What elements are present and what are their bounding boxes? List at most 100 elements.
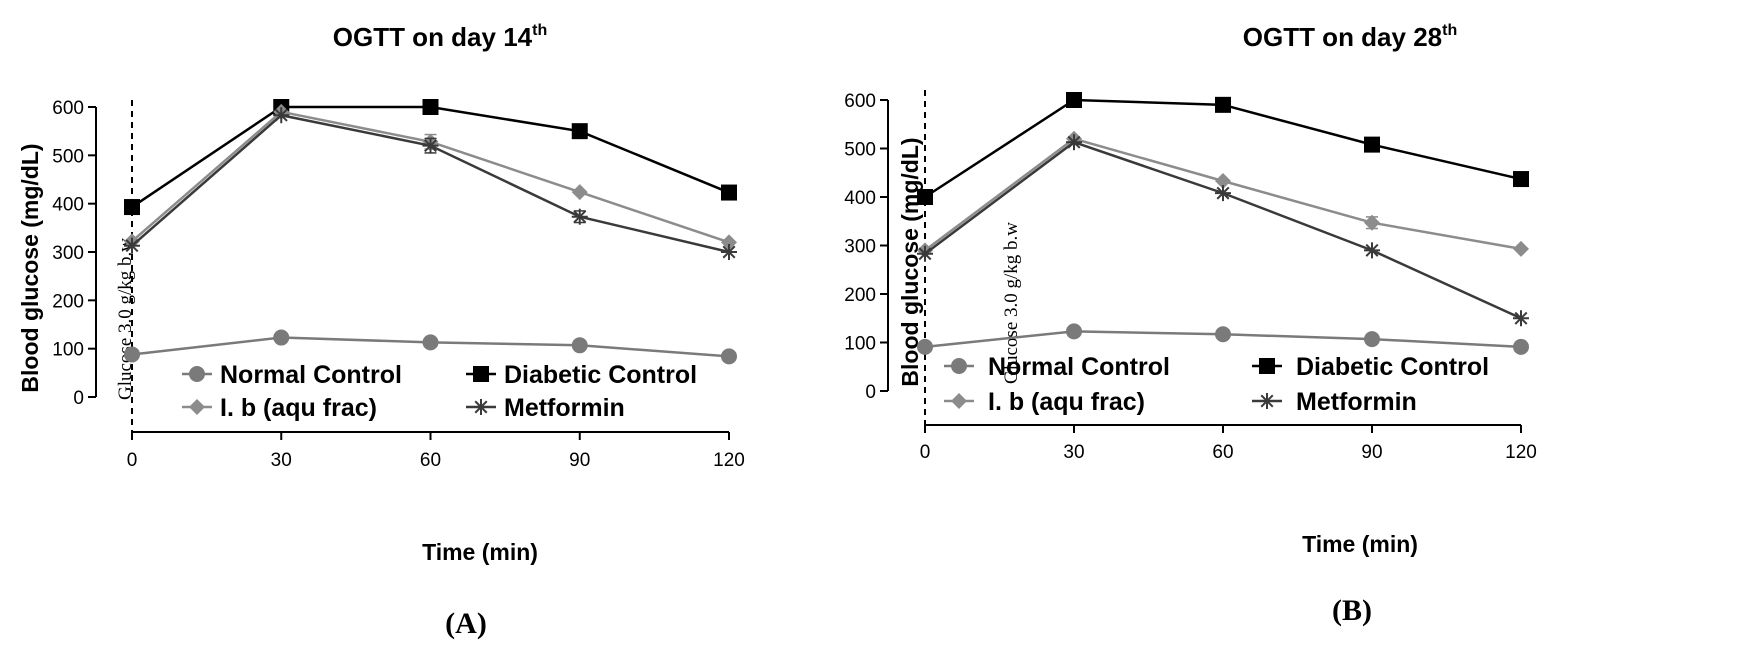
data-point [1215,172,1231,189]
data-point [422,99,439,115]
x-tick-label: 120 [1505,442,1537,463]
legend-item-diabetic-control: Diabetic Control [466,361,697,389]
legend-label: Diabetic Control [1296,353,1489,381]
x-tick-label: 30 [1063,442,1084,463]
y-tick-label: 100 [844,334,876,355]
data-point [1513,171,1529,188]
y-tick-label: 0 [865,382,876,403]
data-point [273,329,290,346]
chart-title: OGTT on day 14th [333,22,547,52]
y-tick-label: 400 [52,195,84,216]
data-point [571,337,588,354]
y-tick-label: 600 [844,91,876,112]
data-point [1066,134,1082,151]
data-point [124,346,140,363]
data-point [721,348,737,365]
legend-item-metformin: Metformin [466,394,625,422]
x-tick-label: 120 [713,450,745,471]
data-point [571,208,588,225]
series-i-b-aqu-frac [124,103,737,251]
legend-item-diabetic-control: Diabetic Control [1252,353,1489,381]
y-tick-label: 300 [52,243,84,264]
y-tick-label: 0 [73,388,84,409]
data-point [1364,136,1380,153]
legend-marker [473,399,489,415]
series-metformin [917,134,1529,327]
y-tick-label: 600 [52,98,84,119]
data-point [124,199,140,216]
data-point [1513,240,1529,257]
plot-area [124,99,737,365]
dosage-annotation: Glucose 3.0 g/kg b.w [1001,222,1022,384]
legend-marker [1259,393,1275,409]
data-point [1513,310,1529,327]
data-point [422,137,439,154]
data-point [917,189,933,205]
x-tick-label: 0 [920,442,931,463]
series-line [131,105,730,209]
data-point [917,338,933,355]
chart-panel-a: OGTT on day 14th Blood glucose (mg/dL) T… [17,22,745,640]
legend-marker [1259,358,1275,374]
panel-label: (B) [1332,594,1372,627]
y-tick-label: 500 [52,146,84,167]
data-point [721,184,737,201]
series-diabetic-control [917,92,1529,205]
axes: 0 100 200 300 400 500 600 0 30 60 90 120 [844,90,1537,463]
x-tick-label: 60 [420,450,441,471]
data-point [721,234,737,251]
panel-label: (A) [445,607,487,640]
data-point [1215,326,1231,343]
chart-panel-b: OGTT on day 28th Blood glucose (mg/dL) T… [844,22,1537,627]
data-point [1364,214,1380,231]
legend-marker [473,366,489,382]
legend: Normal Control Diabetic Control I. b (aqu … [182,361,697,422]
legend-item-metformin: Metformin [1252,388,1417,416]
y-tick-label: 400 [844,188,876,209]
data-point [571,123,588,140]
x-tick-label: 30 [271,450,292,471]
axes: 0 100 200 300 400 500 600 0 30 60 90 120 [52,98,745,471]
x-tick-label: 90 [569,450,590,471]
legend-label: Normal Control [988,353,1170,381]
legend-item-normal-control: Normal Control [182,361,402,389]
legend: Normal Control Diabetic Control I. b (aqu … [944,353,1489,416]
legend-marker [189,366,205,382]
x-tick-label: 60 [1212,442,1233,463]
data-point [1513,338,1529,355]
legend-marker [951,393,967,409]
data-point [124,237,140,254]
data-point [1215,96,1231,113]
series-normal-control [124,329,737,365]
y-tick-label: 100 [52,340,84,361]
data-point [1066,92,1082,108]
data-point [422,334,439,351]
series-normal-control [917,323,1529,355]
legend-label: Diabetic Control [504,361,697,389]
x-axis-label: Time (min) [422,539,538,565]
plot-area [917,92,1529,355]
x-tick-label: 90 [1361,442,1382,463]
legend-label: Metformin [504,394,625,422]
legend-item-i-b-aqu-frac: I. b (aqu frac) [182,394,377,422]
y-tick-label: 300 [844,237,876,258]
legend-marker [951,358,967,374]
data-point [571,184,588,201]
data-point [1066,323,1082,340]
legend-label: I. b (aqu frac) [220,394,377,422]
legend-marker [189,399,205,415]
y-tick-label: 200 [844,285,876,306]
data-point [1364,242,1380,259]
legend-label: Metformin [1296,388,1417,416]
data-point [917,245,933,262]
y-tick-label: 200 [52,291,84,312]
data-point [721,244,737,260]
data-point [273,107,290,124]
x-axis-label: Time (min) [1302,531,1418,557]
y-axis-label: Blood glucose (mg/dL) [17,143,43,392]
legend-label: Normal Control [220,361,402,389]
x-tick-label: 0 [127,450,138,471]
legend-item-normal-control: Normal Control [944,353,1170,381]
chart-title: OGTT on day 28th [1243,22,1457,52]
series-line [131,110,730,244]
